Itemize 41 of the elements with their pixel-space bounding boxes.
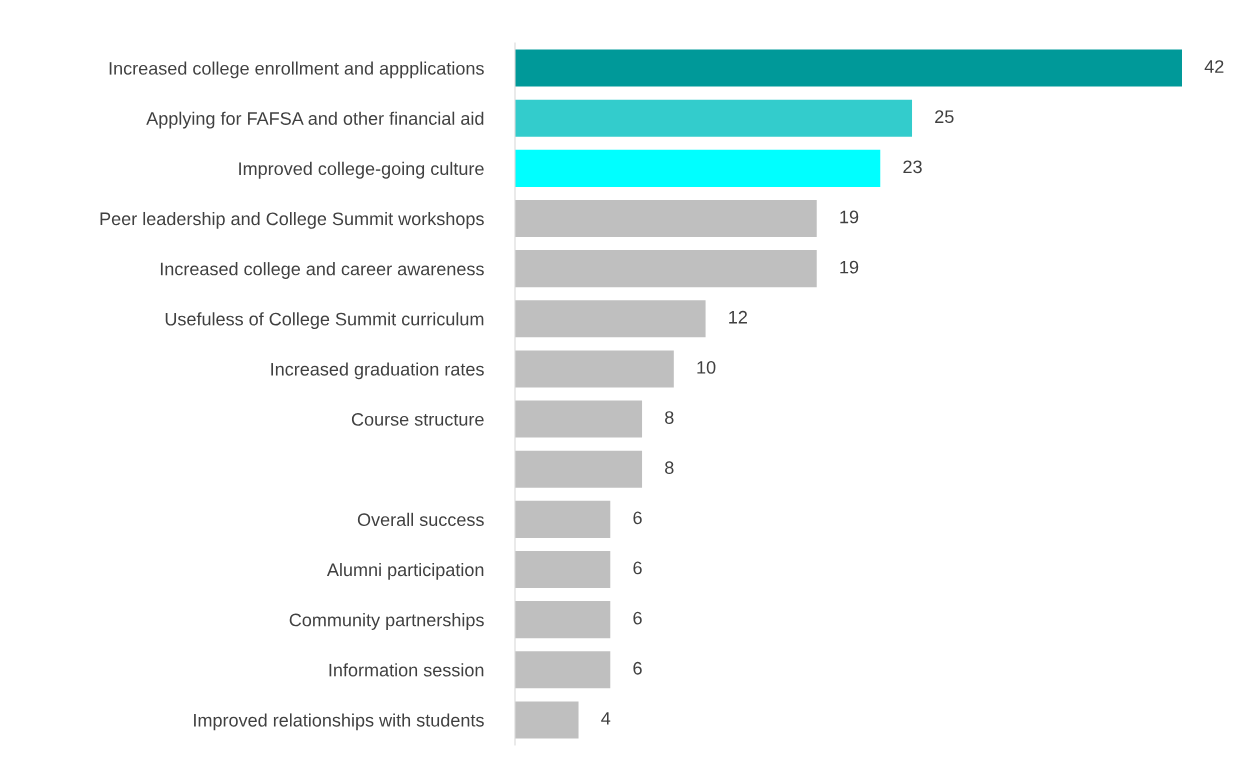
- bar: [515, 199, 817, 238]
- data-label: 4: [601, 712, 611, 725]
- data-label: 6: [633, 611, 642, 625]
- bar: [515, 651, 611, 689]
- y-tick-label: Increased college enrollment and appplications: [109, 61, 484, 79]
- y-tick-label: Increased college and career awareness: [160, 262, 484, 279]
- y-tick-label: Usefuless of College Summit curriculum: [165, 312, 484, 330]
- data-label: 10: [697, 360, 716, 374]
- bar: [515, 49, 1182, 87]
- data-label: 6: [633, 661, 642, 675]
- bar: [515, 300, 706, 338]
- bar: [515, 550, 611, 589]
- bar: [515, 500, 611, 538]
- data-label: 19: [840, 210, 859, 224]
- bar: [515, 99, 913, 137]
- bar: [515, 250, 817, 288]
- bar: [515, 601, 611, 639]
- y-tick-label: Improved relationships with students: [194, 713, 484, 731]
- bar: [515, 400, 643, 438]
- bar: [515, 149, 881, 187]
- data-label: 6: [633, 511, 642, 525]
- y-tick-label: Course structure: [351, 413, 484, 426]
- y-tick-label: Information session: [329, 663, 484, 677]
- data-label: 19: [840, 260, 859, 274]
- data-label: 25: [935, 110, 954, 124]
- y-tick-label: Increased graduation rates: [271, 362, 484, 380]
- data-label: 12: [729, 310, 747, 324]
- data-label: 42: [1204, 60, 1224, 73]
- bar: [515, 701, 579, 739]
- y-tick-label: Alumni participation: [326, 562, 484, 580]
- y-tick-label: Applying for FAFSA and other financial aid: [146, 111, 484, 129]
- y-tick-label: Improved college-going culture: [239, 161, 484, 179]
- bar: [515, 450, 643, 488]
- y-tick-label: Community partnerships: [289, 613, 484, 630]
- data-label: 8: [665, 461, 674, 475]
- data-label: 23: [903, 160, 922, 174]
- y-tick-label: Peer leadership and College Summit workshops: [100, 211, 484, 229]
- y-tick-label: Overall success: [357, 512, 484, 527]
- bar: [515, 350, 674, 388]
- data-label: 8: [665, 411, 674, 424]
- data-label: 6: [633, 561, 642, 575]
